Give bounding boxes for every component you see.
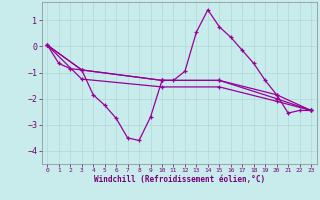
X-axis label: Windchill (Refroidissement éolien,°C): Windchill (Refroidissement éolien,°C) xyxy=(94,175,265,184)
